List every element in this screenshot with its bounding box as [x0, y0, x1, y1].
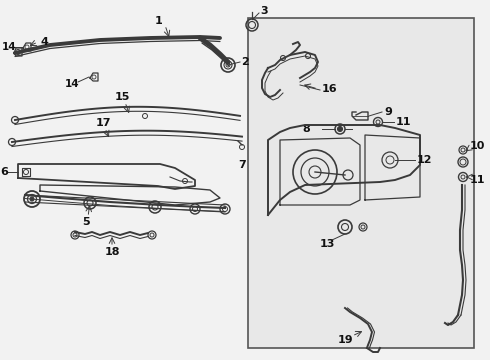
Text: 1: 1 — [155, 16, 163, 26]
Text: 2: 2 — [241, 57, 249, 67]
Circle shape — [30, 197, 34, 201]
Text: 4: 4 — [40, 37, 48, 47]
Text: 11: 11 — [396, 117, 412, 127]
Text: 18: 18 — [105, 247, 121, 257]
Text: 5: 5 — [82, 217, 90, 227]
Text: 7: 7 — [238, 160, 246, 170]
Circle shape — [338, 126, 343, 131]
Text: 17: 17 — [96, 118, 112, 128]
Text: 11: 11 — [470, 175, 486, 185]
Text: 9: 9 — [384, 107, 392, 117]
Bar — [248, 18, 474, 348]
Text: 14: 14 — [65, 79, 80, 89]
Text: 10: 10 — [470, 141, 486, 151]
Text: 6: 6 — [0, 167, 8, 177]
Text: 8: 8 — [302, 124, 310, 134]
Text: 14: 14 — [2, 42, 17, 52]
Text: 15: 15 — [115, 92, 130, 102]
Text: 19: 19 — [338, 335, 354, 345]
Text: 13: 13 — [320, 239, 335, 249]
Text: 12: 12 — [417, 155, 433, 165]
Text: 3: 3 — [260, 6, 268, 16]
Text: 16: 16 — [322, 84, 338, 94]
